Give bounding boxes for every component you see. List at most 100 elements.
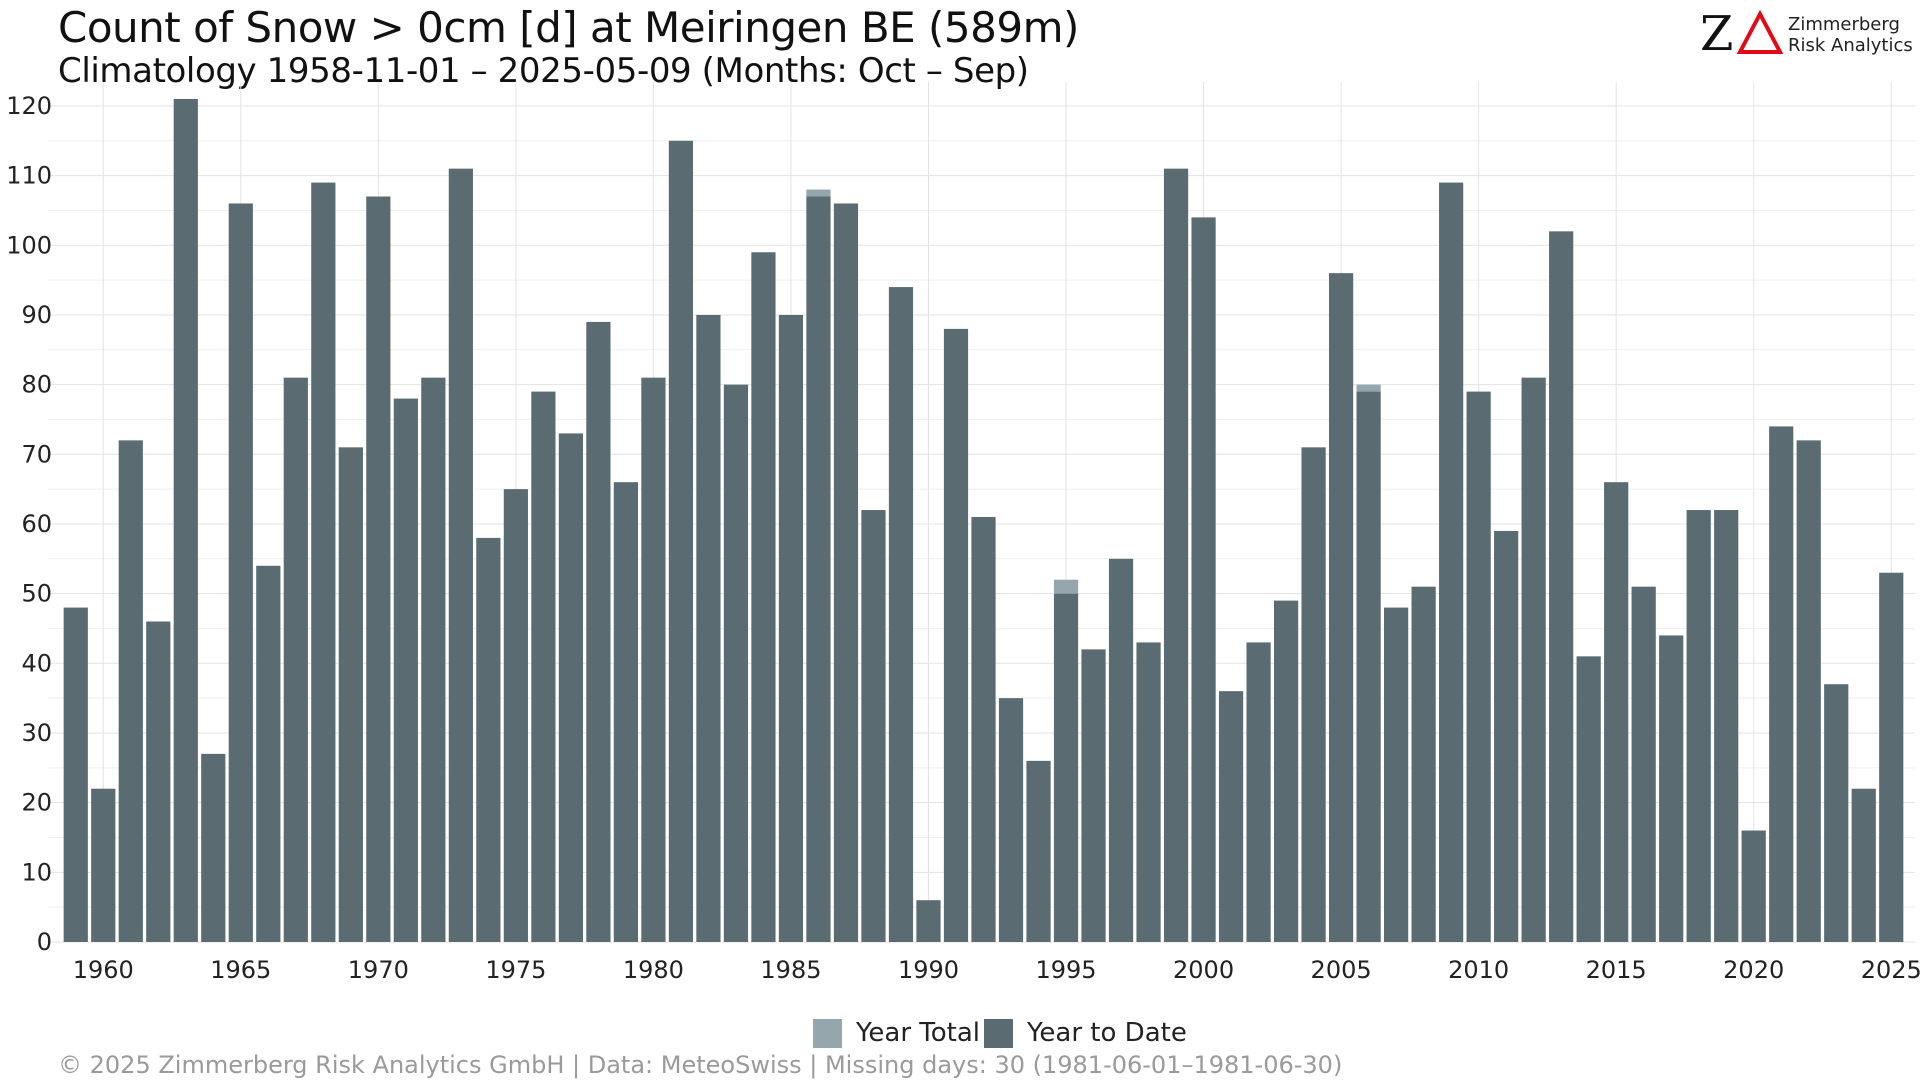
bar-year-to-date-1972 (421, 377, 446, 942)
x-tick-label: 1970 (348, 956, 409, 984)
bar-year-to-date-1980 (641, 377, 666, 942)
x-tick-label: 2000 (1173, 956, 1234, 984)
bar-year-to-date-1985 (778, 314, 804, 942)
bar-year-to-date-2006 (1356, 391, 1381, 942)
bar-year-total-2006 (1356, 384, 1381, 392)
bar-year-to-date-2001 (1218, 691, 1244, 942)
legend-swatch-year-total (813, 1018, 842, 1048)
bar-year-to-date-1978 (586, 321, 611, 942)
bar-year-to-date-1998 (1136, 642, 1161, 942)
y-tick-label: 60 (21, 510, 52, 538)
footer-credits: © 2025 Zimmerberg Risk Analytics GmbH | … (58, 1051, 1343, 1079)
x-tick-label: 1965 (210, 956, 271, 984)
legend-item-year-total: Year Total (813, 1016, 980, 1050)
bar-year-to-date-1969 (338, 447, 363, 942)
bar-year-to-date-2000 (1191, 217, 1216, 942)
y-tick-label: 110 (6, 162, 52, 190)
bar-year-to-date-2011 (1494, 530, 1519, 942)
bar-year-to-date-1983 (723, 384, 749, 943)
bar-year-to-date-1986 (806, 196, 831, 943)
bar-year-to-date-2004 (1301, 447, 1326, 942)
x-tick-label: 2015 (1586, 956, 1647, 984)
bar-year-to-date-2016 (1631, 586, 1656, 942)
bar-year-to-date-1975 (503, 489, 528, 942)
za-logo-icon: Z (1700, 8, 1784, 58)
bar-year-to-date-2021 (1769, 426, 1794, 942)
bar-year-to-date-2020 (1741, 830, 1766, 942)
svg-text:Z: Z (1700, 8, 1733, 58)
bar-year-to-date-1968 (311, 182, 336, 942)
bar-chart: 0 10 20 30 40 50 60 70 80 90 100 110 120 1960 1965 197… (6, 82, 1920, 984)
bar-year-to-date-1995 (1053, 593, 1079, 942)
bar-year-to-date-2015 (1604, 482, 1629, 942)
y-tick-label: 70 (21, 440, 52, 468)
x-tick-label: 1990 (898, 956, 959, 984)
y-tick-label: 10 (21, 858, 52, 886)
x-tick-label: 2010 (1448, 956, 1509, 984)
bar-year-to-date-2014 (1576, 656, 1601, 942)
bar-year-to-date-1966 (256, 565, 281, 942)
bar-year-to-date-1989 (888, 287, 914, 942)
bar-year-to-date-1999 (1163, 168, 1189, 942)
bar-year-to-date-2022 (1796, 440, 1821, 942)
y-tick-label: 30 (21, 719, 52, 747)
bar-year-to-date-2012 (1521, 377, 1546, 942)
logo-line-2: Risk Analytics (1788, 35, 1913, 56)
x-tick-labels: 1960 1965 1970 1975 1980 1985 1990 1995 2000 2005… (73, 956, 1920, 984)
legend-label-year-total: Year Total (856, 1018, 981, 1048)
bar-year-to-date-1963 (173, 98, 198, 942)
bar-year-to-date-1997 (1108, 558, 1134, 942)
bar-year-to-date-1976 (531, 391, 556, 942)
bar-year-to-date-1964 (201, 753, 226, 942)
chart-title: Count of Snow > 0cm [d] at Meiringen BE … (58, 3, 1079, 52)
bar-year-to-date-1996 (1081, 649, 1106, 942)
x-tick-label: 1960 (73, 956, 134, 984)
bar-year-to-date-2024 (1851, 788, 1876, 942)
bar-year-to-date-1973 (448, 168, 473, 942)
x-tick-label: 1985 (760, 956, 821, 984)
x-tick-label: 2020 (1723, 956, 1784, 984)
bar-year-to-date-1971 (393, 398, 418, 942)
bar-year-total-1986 (806, 189, 831, 197)
bar-year-to-date-2010 (1466, 391, 1491, 942)
y-tick-label: 100 (6, 231, 52, 259)
y-tick-labels: 0 10 20 30 40 50 60 70 80 90 100 110 120 (6, 92, 52, 956)
y-tick-label: 40 (21, 649, 52, 677)
x-tick-label: 1995 (1035, 956, 1096, 984)
bar-year-to-date-2005 (1328, 273, 1354, 942)
bar-year-to-date-2019 (1714, 510, 1739, 942)
bar-year-to-date-2018 (1686, 510, 1711, 942)
bar-year-to-date-1981 (668, 140, 694, 942)
logo-line-1: Zimmerberg (1788, 14, 1900, 35)
legend: Year Total Year to Date (0, 1016, 1920, 1050)
y-tick-label: 50 (21, 580, 52, 608)
legend-item-year-to-date: Year to Date (984, 1016, 1187, 1050)
chart-subtitle: Climatology 1958-11-01 – 2025-05-09 (Mon… (58, 51, 1029, 91)
legend-label-year-to-date: Year to Date (1027, 1018, 1187, 1048)
bar-year-to-date-2009 (1439, 182, 1464, 942)
bar-year-to-date-1970 (366, 196, 391, 943)
bar-year-to-date-1962 (146, 621, 171, 942)
bar-year-to-date-1990 (916, 900, 941, 942)
bars (63, 98, 1904, 943)
bar-year-to-date-1974 (476, 537, 501, 942)
bar-year-to-date-2008 (1411, 586, 1436, 942)
bar-year-to-date-2003 (1273, 600, 1299, 942)
bar-year-to-date-1959 (63, 607, 88, 942)
bar-year-to-date-1984 (751, 252, 776, 942)
x-tick-label: 2025 (1861, 956, 1920, 984)
bar-year-to-date-1982 (696, 314, 721, 942)
y-tick-label: 20 (21, 789, 52, 817)
y-tick-label: 120 (6, 92, 52, 120)
bar-year-to-date-1979 (613, 482, 639, 942)
x-tick-label: 1980 (623, 956, 684, 984)
y-tick-label: 0 (37, 928, 52, 956)
bar-year-to-date-1961 (118, 440, 143, 942)
bar-year-to-date-2017 (1659, 635, 1684, 942)
bar-year-to-date-1992 (971, 517, 996, 942)
y-tick-label: 90 (21, 301, 52, 329)
bar-year-to-date-1993 (998, 698, 1024, 942)
bar-year-to-date-1994 (1026, 760, 1051, 942)
x-tick-label: 2005 (1311, 956, 1372, 984)
bar-year-to-date-2002 (1246, 642, 1271, 942)
